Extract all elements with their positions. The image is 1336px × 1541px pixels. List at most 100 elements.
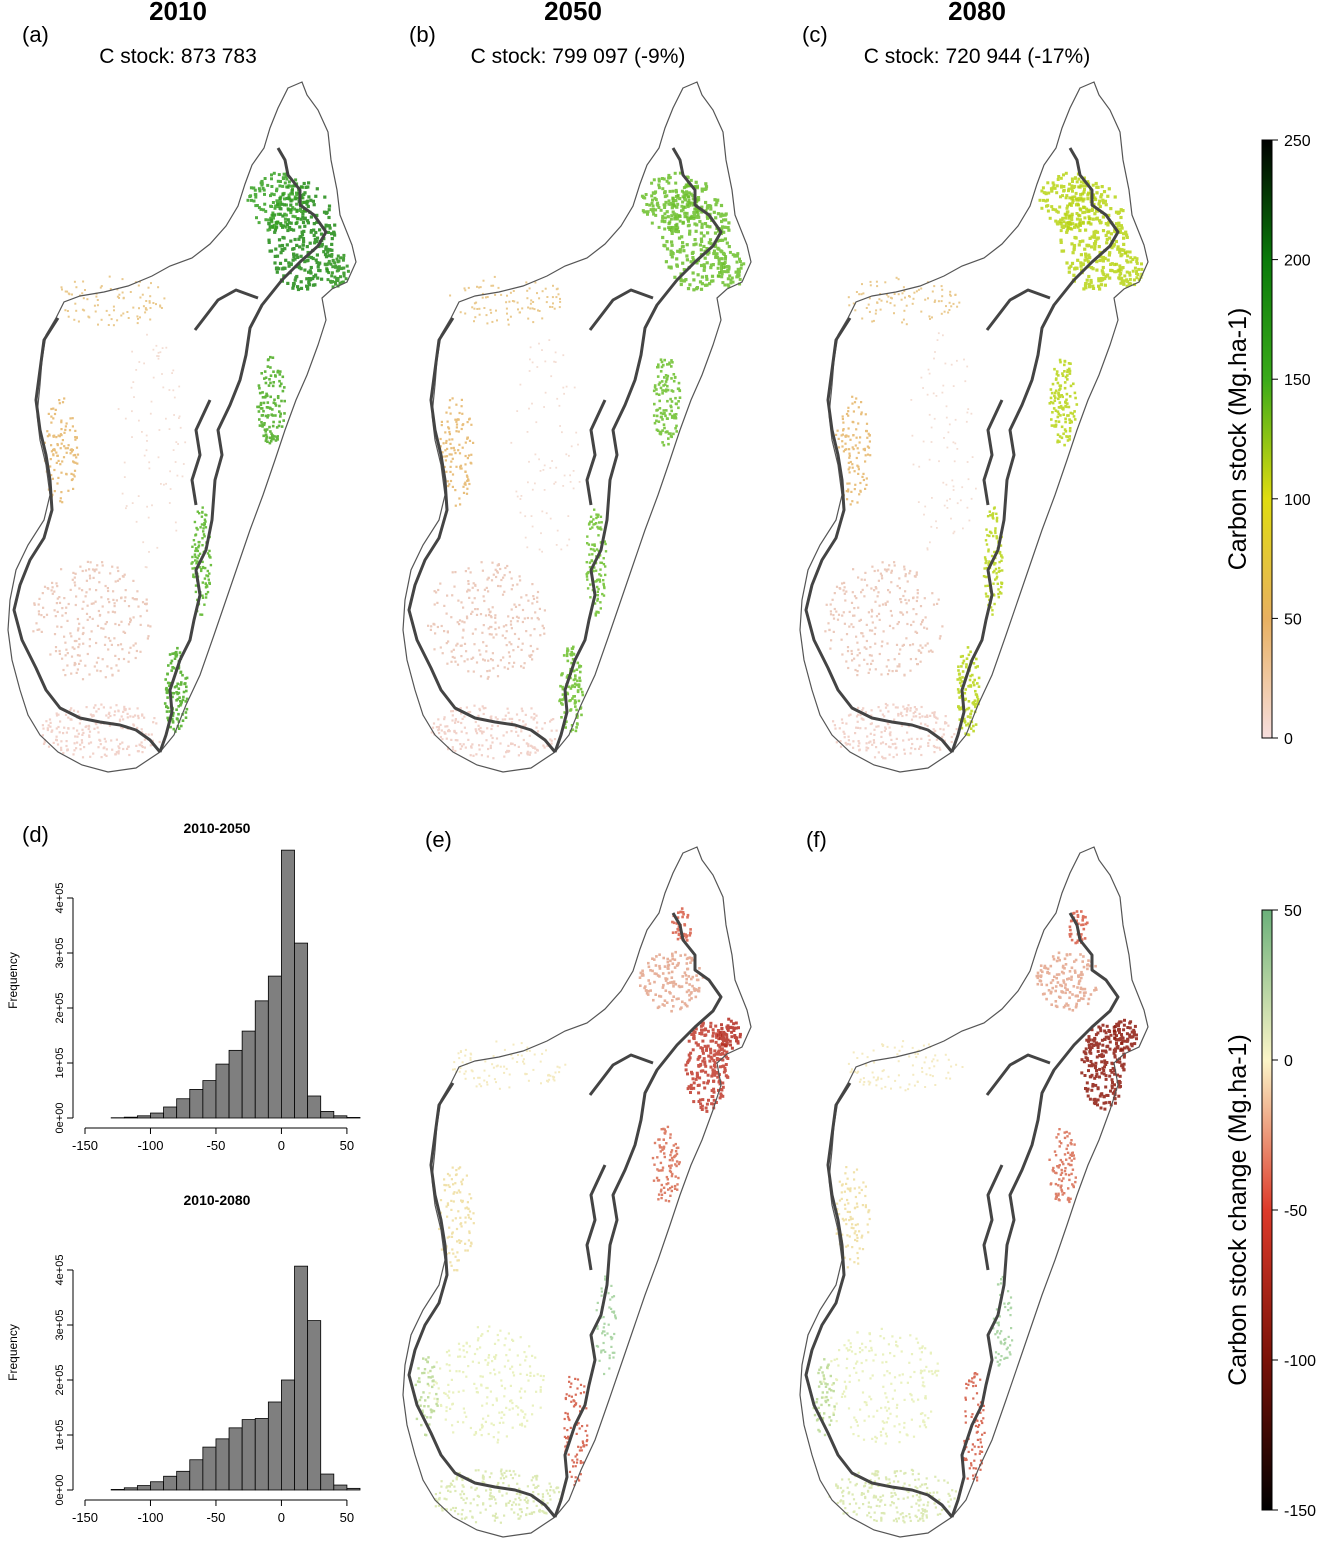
colorbar-carbon-stock: Carbon stock (Mg.ha-1) 250 200 150 100 50 0 [1224,133,1311,748]
raster-cells [716,250,746,288]
histogram-bar [189,1089,204,1119]
panel-letter: (e) [425,827,452,852]
raster-cells [32,560,152,681]
colorbar-carbon-change: Carbon stock change (Mg.ha-1) 50 0 -50 -100… [1224,903,1316,1520]
year-title: 2010 [149,0,207,26]
raster-cells [1048,358,1079,447]
madagascar-map [799,846,1149,1538]
histogram-bar [320,1473,335,1491]
map-panel-a: 2010 (a) C stock: 873 783 [7,0,357,773]
histogram-title: 2010-2080 [184,1192,251,1208]
panel-letter-d: (d) [22,822,49,847]
raster-cells [638,950,705,1013]
y-tick-label: 3e+05 [54,938,66,969]
histogram-2010-2080: 2010-2080 -150 -100 -50 0 50 0e+00 1e+05 2e+05 3e… [6,1192,361,1525]
raster-cells [585,508,608,617]
histogram-bar [320,1111,335,1119]
histogram-bar [136,1485,151,1491]
colorbar-label: Carbon stock (Mg.ha-1) [1224,308,1252,571]
x-tick-label: -150 [72,1138,98,1153]
histogram-bar [333,1484,348,1491]
colorbar-tick-label: 150 [1284,372,1311,389]
histogram-bar [202,1446,217,1491]
raster-cells [1080,1023,1126,1111]
x-tick-label: 50 [340,1510,354,1525]
colorbar-tick-label: 50 [1284,611,1302,628]
year-title: 2080 [948,0,1006,26]
y-tick-label: 2e+05 [54,1365,66,1396]
y-tick-label: 0e+00 [54,1103,66,1134]
histogram-bar [123,1487,138,1491]
y-axis-label: Frequency [6,952,20,1009]
raster-cells [835,1166,871,1269]
histogram-bar [176,1470,191,1491]
histogram-bar [163,1475,178,1491]
raster-cells [1113,250,1144,288]
histogram-bar [307,1320,322,1491]
map-panel-b: 2050 (b) C stock: 799 097 (-9%) [402,0,752,773]
x-tick-label: -150 [72,1510,98,1525]
x-tick-label: 50 [340,1138,354,1153]
madagascar-map [799,81,1149,773]
raster-cells [510,339,581,553]
region-boundary [407,912,723,1518]
y-tick-label: 3e+05 [54,1310,66,1341]
madagascar-map [402,846,752,1538]
histogram-bar [241,1030,256,1119]
region-boundary [407,147,723,753]
panel-letter: (a) [22,22,49,47]
raster-cells [1035,951,1098,1012]
histogram-bar [189,1459,204,1491]
coastline [799,81,1149,773]
coastline [799,846,1149,1538]
y-tick-label: 1e+05 [54,1420,66,1451]
raster-cells [256,355,286,445]
region-boundary [12,147,328,753]
raster-cells [1048,1128,1077,1204]
raster-cells [427,561,546,680]
histogram-bar [254,1000,269,1119]
colorbar-tick-label: -50 [1284,1203,1307,1220]
map-panel-e: (e) [402,827,752,1538]
histogram-bar [150,1112,164,1119]
colorbar-tick-label: -100 [1284,1353,1316,1370]
colorbar-tick-label: -150 [1284,1503,1316,1520]
region-boundary [804,912,1120,1518]
histogram-bar [163,1106,178,1119]
coastline [402,81,752,773]
x-tick-label: -50 [207,1138,226,1153]
colorbar-label: Carbon stock change (Mg.ha-1) [1224,1034,1252,1386]
raster-cells [1112,1018,1138,1052]
y-tick-label: 4e+05 [54,883,66,914]
carbon-stock-total: C stock: 720 944 (-17%) [864,45,1090,68]
raster-cells [452,1040,567,1090]
coastline [402,846,752,1538]
x-tick-label: 0 [278,1138,285,1153]
histogram-bar [136,1115,151,1119]
panel-letter: (f) [806,827,827,852]
region-boundary [804,147,1120,753]
raster-cells [716,1017,742,1050]
island-fill [800,847,1148,1537]
histogram-bar [215,1063,230,1119]
histogram-bar [176,1098,191,1119]
histogram-bar [307,1095,322,1119]
island-fill [403,82,751,772]
coastline [7,81,357,773]
raster-cells [828,1468,957,1524]
raster-cells [652,358,682,447]
raster-cells [847,276,961,326]
raster-cells [835,395,872,506]
year-title: 2050 [544,0,602,26]
histogram-bar [150,1481,164,1491]
madagascar-map [402,81,752,773]
histogram-title: 2010-2050 [184,820,251,836]
x-tick-label: 0 [278,1510,285,1525]
panel-letter: (c) [802,22,828,47]
histogram-bar [267,1401,282,1491]
raster-cells [563,1375,589,1487]
histogram-bar [281,849,295,1119]
island-fill [8,82,356,772]
panel-letter: (b) [409,22,436,47]
